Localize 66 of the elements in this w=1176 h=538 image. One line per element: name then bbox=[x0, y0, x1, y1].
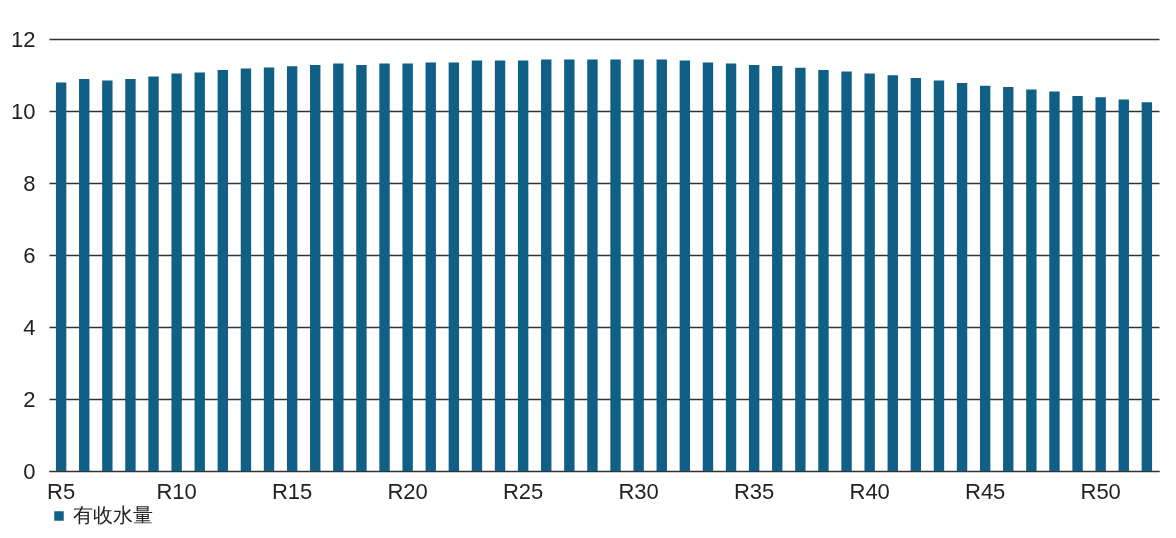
bar bbox=[795, 67, 806, 471]
bar bbox=[887, 75, 898, 471]
bar bbox=[587, 59, 598, 471]
y-tick-label: 2 bbox=[23, 386, 36, 412]
bar bbox=[541, 59, 552, 471]
bar bbox=[402, 63, 413, 471]
bar bbox=[356, 64, 367, 471]
y-tick-label: 4 bbox=[23, 314, 36, 340]
x-tick-label: R40 bbox=[849, 478, 890, 504]
x-tick-label: R20 bbox=[387, 478, 428, 504]
bar bbox=[725, 63, 737, 471]
bar bbox=[748, 64, 760, 471]
bar bbox=[102, 80, 113, 471]
bar bbox=[194, 72, 205, 471]
bar bbox=[564, 59, 575, 471]
bar bbox=[979, 85, 991, 471]
bar bbox=[425, 62, 436, 471]
bar bbox=[1072, 95, 1083, 471]
bar bbox=[286, 66, 298, 471]
bar bbox=[910, 77, 922, 471]
bar bbox=[1003, 86, 1014, 471]
bar bbox=[656, 59, 667, 471]
bar bbox=[148, 76, 159, 471]
bar bbox=[517, 60, 529, 471]
y-tick-label: 12 bbox=[11, 26, 36, 52]
bar bbox=[702, 62, 714, 471]
bar bbox=[171, 73, 182, 471]
x-tick-label: R50 bbox=[1080, 478, 1121, 504]
bar bbox=[55, 82, 67, 471]
x-tick-label: R15 bbox=[271, 478, 313, 504]
bar bbox=[633, 59, 644, 471]
bar bbox=[471, 60, 483, 471]
bar bbox=[679, 60, 691, 471]
bar bbox=[379, 63, 390, 471]
bar bbox=[217, 69, 229, 471]
bar bbox=[263, 67, 275, 471]
x-tick-label: R35 bbox=[733, 478, 775, 504]
x-tick-label: R10 bbox=[156, 478, 197, 504]
x-tick-label: R45 bbox=[964, 478, 1006, 504]
bar bbox=[448, 62, 460, 471]
bar bbox=[333, 63, 344, 471]
bar bbox=[1049, 91, 1060, 471]
y-tick-label: 8 bbox=[23, 170, 36, 196]
y-tick-label: 10 bbox=[11, 98, 36, 124]
bar bbox=[1095, 97, 1106, 471]
bar bbox=[841, 71, 852, 471]
x-tick-label: R25 bbox=[502, 478, 544, 504]
bar bbox=[125, 78, 136, 471]
legend-label: 有收水量 bbox=[73, 503, 153, 527]
bar bbox=[933, 80, 945, 471]
bar bbox=[818, 69, 829, 471]
y-tick-label: 0 bbox=[23, 458, 36, 484]
bar bbox=[494, 60, 506, 471]
bar bbox=[772, 66, 783, 471]
bar bbox=[1118, 99, 1129, 471]
bar bbox=[1141, 102, 1153, 471]
bar bbox=[310, 64, 321, 471]
y-tick-label: 6 bbox=[23, 242, 36, 268]
bar bbox=[1026, 89, 1037, 471]
bar bbox=[79, 78, 90, 471]
bar bbox=[864, 73, 875, 471]
x-tick-label: R5 bbox=[47, 478, 76, 504]
x-tick-label: R30 bbox=[618, 478, 659, 504]
bar bbox=[610, 59, 621, 471]
bar bbox=[240, 68, 252, 471]
bar bbox=[956, 82, 968, 471]
